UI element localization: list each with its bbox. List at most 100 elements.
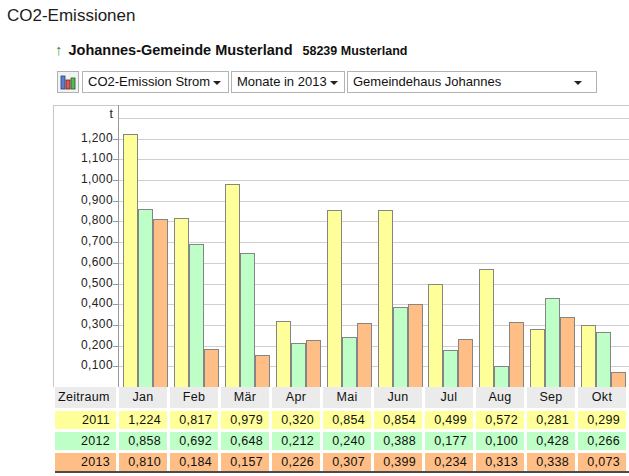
table-value-cell: 0,240 bbox=[323, 432, 371, 450]
table-value-cell: 0,810 bbox=[119, 453, 167, 471]
table-value-cell: 0,817 bbox=[170, 411, 218, 429]
table-value-cell: 0,100 bbox=[476, 432, 524, 450]
table-value-cell: 0,184 bbox=[170, 453, 218, 471]
table-value-cell: 0,212 bbox=[272, 432, 320, 450]
table-value-cell: 0,177 bbox=[425, 432, 473, 450]
table-value-cell: 0,226 bbox=[272, 453, 320, 471]
bar-2012-Jun bbox=[393, 307, 408, 387]
table-value-cell: 0,499 bbox=[425, 411, 473, 429]
bar-2013-Mai bbox=[357, 323, 372, 387]
bar-2013-Apr bbox=[306, 340, 321, 387]
y-axis-tick-label: 0,900 bbox=[58, 193, 113, 208]
table-value-cell: 0,320 bbox=[272, 411, 320, 429]
bar-chart-icon bbox=[60, 74, 76, 90]
table-column-header: Sep bbox=[527, 387, 575, 408]
site-header: ↑ Johannes-Gemeinde Musterland 58239 Mus… bbox=[55, 41, 407, 59]
table-value-cell: 0,858 bbox=[119, 432, 167, 450]
app-window: CO2-Emissionen ↑ Johannes-Gemeinde Muste… bbox=[0, 0, 629, 476]
metric-dropdown-value: CO2-Emission Strom bbox=[88, 74, 210, 89]
table-value-cell: 0,338 bbox=[527, 453, 575, 471]
site-name: Johannes-Gemeinde Musterland bbox=[69, 42, 293, 58]
table-column-header: Jun bbox=[374, 387, 422, 408]
bar-2013-Jun bbox=[408, 304, 423, 387]
table-value-cell: 0,266 bbox=[578, 432, 626, 450]
table-column-header: Jan bbox=[119, 387, 167, 408]
bar-2011-Jan bbox=[123, 134, 138, 387]
bar-2013-Feb bbox=[204, 349, 219, 387]
y-axis-tick-label: 0,100 bbox=[58, 358, 113, 373]
bar-2013-Sep bbox=[560, 317, 575, 387]
y-axis-tick-label: 1,100 bbox=[58, 151, 113, 166]
table-column-header: Mär bbox=[221, 387, 269, 408]
grid-line bbox=[118, 242, 629, 243]
bar-2013-Mär bbox=[255, 355, 270, 387]
bar-2011-Feb bbox=[174, 218, 189, 387]
site-postal: 58239 Musterland bbox=[303, 43, 408, 58]
chart-frame-left-border bbox=[53, 105, 54, 387]
table-value-cell: 0,979 bbox=[221, 411, 269, 429]
period-dropdown-value: Monate in 2013 bbox=[237, 74, 327, 89]
bar-2011-Aug bbox=[479, 269, 494, 387]
table-value-cell: 0,692 bbox=[170, 432, 218, 450]
y-axis-tick-label: 0,700 bbox=[58, 234, 113, 249]
data-table: ZeitraumJanFebMärAprMaiJunJulAugSepOkt20… bbox=[55, 387, 629, 471]
bar-2013-Jan bbox=[153, 219, 168, 387]
grid-line bbox=[118, 159, 629, 160]
chart-type-button[interactable] bbox=[57, 71, 79, 93]
table-column-header: Mai bbox=[323, 387, 371, 408]
table-row-2012: 20120,8580,6920,6480,2120,2400,3880,1770… bbox=[55, 429, 629, 450]
y-axis-tick-label: 0,200 bbox=[58, 338, 113, 353]
y-axis-tick-label: 0,400 bbox=[58, 296, 113, 311]
chevron-down-icon bbox=[330, 81, 338, 85]
table-value-cell: 0,648 bbox=[221, 432, 269, 450]
building-dropdown-value: Gemeindehaus Johannes bbox=[353, 74, 501, 89]
table-value-cell: 0,299 bbox=[578, 411, 626, 429]
y-axis-tick-label: 0,300 bbox=[58, 317, 113, 332]
bar-2013-Aug bbox=[509, 322, 524, 387]
bar-2011-Jul bbox=[428, 284, 443, 387]
bar-2012-Mär bbox=[240, 253, 255, 387]
chevron-down-icon bbox=[213, 81, 221, 85]
table-value-cell: 0,428 bbox=[527, 432, 575, 450]
bar-2013-Jul bbox=[458, 339, 473, 387]
table-value-cell: 0,307 bbox=[323, 453, 371, 471]
y-axis-tick-label: 1,000 bbox=[58, 172, 113, 187]
table-value-cell: 0,572 bbox=[476, 411, 524, 429]
bar-2011-Jun bbox=[378, 210, 393, 387]
table-row-2011: 20111,2240,8170,9790,3200,8540,8540,4990… bbox=[55, 408, 629, 429]
row-year-label: 2013 bbox=[55, 453, 116, 471]
bar-2012-Feb bbox=[189, 244, 204, 387]
bar-2012-Jul bbox=[443, 350, 458, 387]
y-axis-unit-label: t bbox=[58, 107, 113, 121]
y-axis-line bbox=[118, 105, 119, 387]
table-value-cell: 0,157 bbox=[221, 453, 269, 471]
chart-frame-top-border bbox=[53, 105, 629, 106]
bar-2011-Apr bbox=[276, 321, 291, 387]
metric-dropdown[interactable]: CO2-Emission Strom bbox=[82, 71, 229, 93]
table-column-header: Jul bbox=[425, 387, 473, 408]
period-dropdown[interactable]: Monate in 2013 bbox=[231, 71, 345, 93]
table-value-cell: 0,073 bbox=[578, 453, 626, 471]
table-value-cell: 0,854 bbox=[374, 411, 422, 429]
grid-line bbox=[118, 221, 629, 222]
y-axis-tick-label: 0,600 bbox=[58, 255, 113, 270]
up-arrow-icon[interactable]: ↑ bbox=[55, 42, 63, 58]
grid-line bbox=[118, 118, 629, 119]
bar-2012-Sep bbox=[545, 298, 560, 387]
bar-2012-Apr bbox=[291, 343, 306, 387]
table-value-cell: 0,313 bbox=[476, 453, 524, 471]
building-dropdown[interactable]: Gemeindehaus Johannes bbox=[347, 71, 597, 93]
table-value-cell: 0,854 bbox=[323, 411, 371, 429]
y-axis-tick-label: 0,800 bbox=[58, 213, 113, 228]
table-value-cell: 1,224 bbox=[119, 411, 167, 429]
grid-line bbox=[118, 201, 629, 202]
table-value-cell: 0,399 bbox=[374, 453, 422, 471]
y-axis-tick-label: 1,200 bbox=[58, 131, 113, 146]
table-value-cell: 0,234 bbox=[425, 453, 473, 471]
bar-2013-Okt bbox=[611, 372, 626, 387]
table-column-header: Okt bbox=[578, 387, 626, 408]
table-column-header: Aug bbox=[476, 387, 524, 408]
bar-2012-Aug bbox=[494, 366, 509, 387]
table-corner-header: Zeitraum bbox=[55, 387, 116, 408]
table-bottom-rule bbox=[55, 471, 629, 473]
